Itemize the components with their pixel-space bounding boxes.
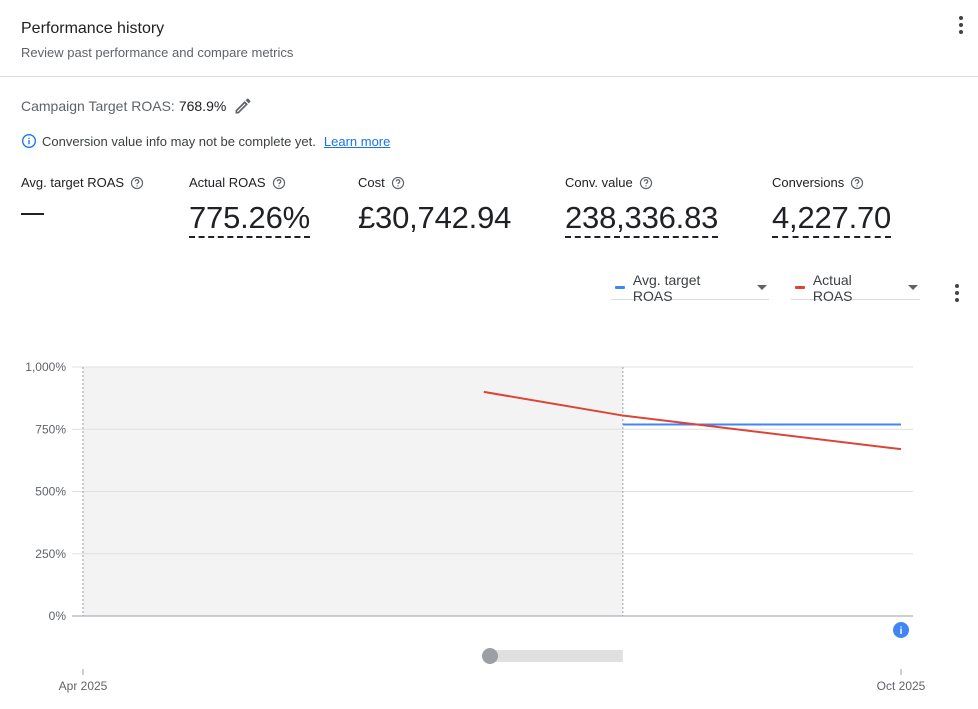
y-tick-label: 1,000% (25, 360, 66, 374)
help-circle-icon[interactable] (639, 176, 653, 190)
info-icon (22, 134, 36, 148)
help-circle-icon[interactable] (272, 176, 286, 190)
notice-text: Conversion value info may not be complet… (42, 133, 316, 149)
metric-label: Conv. value (565, 175, 633, 190)
legend-swatch (615, 286, 625, 289)
y-tick-label: 250% (35, 547, 66, 561)
metric-value[interactable]: 4,227.70 (772, 200, 891, 238)
page-subtitle: Review past performance and compare metr… (21, 45, 294, 60)
metric-actual-roas: Actual ROAS 775.26% (189, 175, 310, 238)
dropdown-caret-icon (908, 285, 918, 290)
page-title: Performance history (21, 20, 165, 37)
help-circle-icon[interactable] (391, 176, 405, 190)
metric-value[interactable]: 775.26% (189, 200, 310, 238)
info-marker-icon (893, 622, 909, 638)
series-line-actual-roas (483, 390, 902, 451)
metric-cost: Cost £30,742.94 (358, 175, 511, 235)
metric-avg-target-roas: Avg. target ROAS (21, 175, 144, 215)
metric-label: Avg. target ROAS (21, 175, 125, 190)
info-marker-glyph: i (900, 626, 903, 637)
y-tick-label: 750% (35, 422, 66, 436)
shaded-period (83, 367, 623, 616)
metric-value-empty-dash (21, 213, 44, 215)
metric-label: Actual ROAS (189, 175, 266, 190)
series-selector-actual-roas[interactable]: Actual ROAS (791, 272, 920, 304)
conversion-notice: Conversion value info may not be complet… (21, 133, 390, 149)
more-vert-icon[interactable] (953, 16, 969, 34)
range-slider-handle (482, 648, 498, 664)
legend-swatch (795, 286, 805, 289)
y-tick-label: 0% (49, 609, 67, 623)
x-tick-label: Oct 2025 (877, 679, 926, 693)
dropdown-caret-icon (757, 285, 767, 290)
metric-conv-value: Conv. value 238,336.83 (565, 175, 718, 238)
edit-pencil-icon[interactable] (233, 96, 253, 116)
y-tick-label: 500% (35, 485, 66, 499)
learn-more-link[interactable]: Learn more (323, 133, 391, 149)
metric-conversions: Conversions 4,227.70 (772, 175, 891, 238)
series-selector-label: Avg. target ROAS (632, 271, 701, 304)
campaign-target-roas-label: Campaign Target ROAS: (21, 98, 175, 114)
metric-label: Conversions (772, 175, 845, 190)
metric-value: £30,742.94 (358, 200, 512, 235)
metric-value[interactable]: 238,336.83 (565, 200, 718, 238)
x-tick-label: Apr 2025 (59, 679, 108, 693)
campaign-target-roas: Campaign Target ROAS: 768.9% (21, 96, 253, 116)
series-selector-label: Actual ROAS (812, 271, 853, 304)
card-header: Performance history Review past performa… (0, 0, 978, 77)
help-circle-icon[interactable] (130, 176, 144, 190)
campaign-target-roas-value: 768.9% (178, 98, 227, 114)
range-slider-track (490, 650, 623, 662)
series-selector-avg-target-roas[interactable]: Avg. target ROAS (611, 272, 769, 304)
chart-more-vert-icon[interactable] (949, 284, 965, 302)
help-circle-icon[interactable] (850, 176, 864, 190)
metric-label: Cost (358, 175, 385, 190)
